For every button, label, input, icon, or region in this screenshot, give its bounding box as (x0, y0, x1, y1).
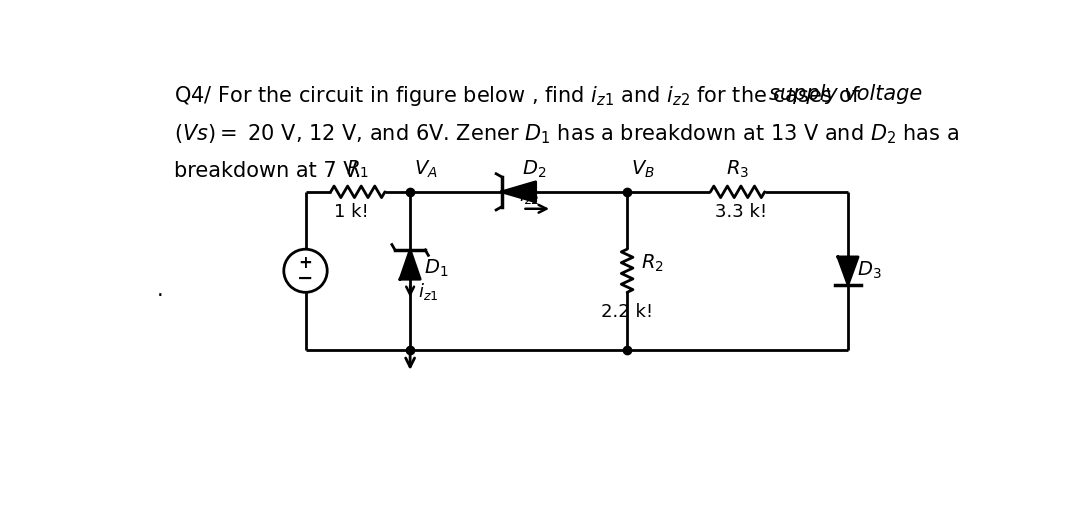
Text: $D_2$: $D_2$ (523, 158, 546, 180)
Text: $(Vs)=$ 20 V, 12 V, and 6V. Zener $D_1$ has a breakdown at 13 V and $D_2$ has a: $(Vs)=$ 20 V, 12 V, and 6V. Zener $D_1$ … (174, 123, 959, 146)
Text: $V_A$: $V_A$ (414, 158, 437, 180)
Text: +: + (298, 254, 312, 272)
Text: Q4/ For the circuit in figure below , find $i_{z1}$ and $i_{z2}$ for the cases o: Q4/ For the circuit in figure below , fi… (174, 84, 861, 108)
Text: $R_2$: $R_2$ (642, 252, 664, 274)
Text: 2.2 k!: 2.2 k! (602, 303, 653, 321)
Text: $R_3$: $R_3$ (726, 158, 750, 180)
Text: 3.3 k!: 3.3 k! (715, 202, 768, 221)
Text: $i_{z1}$: $i_{z1}$ (418, 281, 438, 302)
Polygon shape (501, 182, 536, 202)
Text: .: . (157, 280, 163, 300)
Text: −: − (297, 269, 313, 288)
Text: supply voltage: supply voltage (769, 84, 922, 104)
Text: $R_1$: $R_1$ (347, 158, 369, 180)
Polygon shape (838, 257, 859, 285)
Text: $D_1$: $D_1$ (424, 258, 448, 279)
Text: $i_{z2}$: $i_{z2}$ (518, 186, 539, 207)
Text: $D_3$: $D_3$ (858, 260, 882, 281)
Polygon shape (400, 250, 420, 279)
Text: breakdown at 7 V.: breakdown at 7 V. (174, 161, 361, 181)
Text: $V_B$: $V_B$ (631, 158, 654, 180)
Text: 1 k!: 1 k! (334, 202, 369, 221)
